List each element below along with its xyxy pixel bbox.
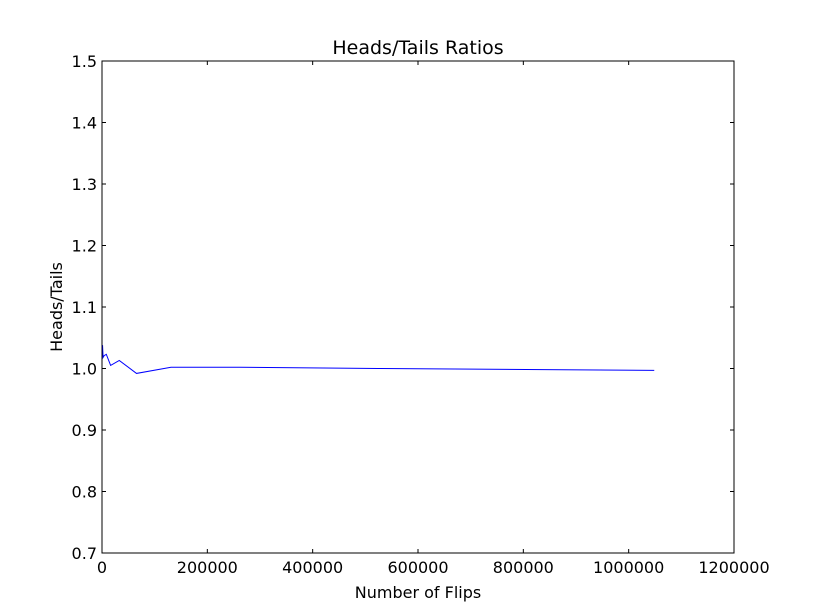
y-tick-label: 0.9	[72, 421, 97, 440]
chart-title: Heads/Tails Ratios	[332, 37, 503, 59]
series-layer	[102, 345, 655, 374]
y-tick-label: 1.5	[72, 52, 97, 71]
x-tick-label: 600000	[387, 558, 448, 577]
x-tick-label: 400000	[282, 558, 343, 577]
x-tick-label: 1000000	[593, 558, 664, 577]
series-line-0	[102, 345, 655, 374]
y-axis-label: Heads/Tails	[47, 262, 66, 352]
x-tick-label: 0	[97, 558, 107, 577]
x-axis-label: Number of Flips	[355, 583, 481, 602]
x-tick-label: 1200000	[698, 558, 769, 577]
y-tick-label: 1.3	[72, 175, 97, 194]
y-tick-label: 1.4	[72, 114, 97, 133]
y-tick-label: 0.7	[72, 544, 97, 563]
x-tick-label: 800000	[493, 558, 554, 577]
y-tick-label: 1.2	[72, 237, 97, 256]
x-tick-label: 200000	[177, 558, 238, 577]
ticks-layer: 0 200000 400000 600000 800000 1000000 1200000 0…	[72, 52, 770, 577]
plot-frame	[101, 60, 735, 554]
y-tick-label: 1.0	[72, 360, 97, 379]
y-tick-label: 0.8	[72, 483, 97, 502]
plot-background	[102, 61, 734, 553]
y-tick-label: 1.1	[72, 298, 97, 317]
